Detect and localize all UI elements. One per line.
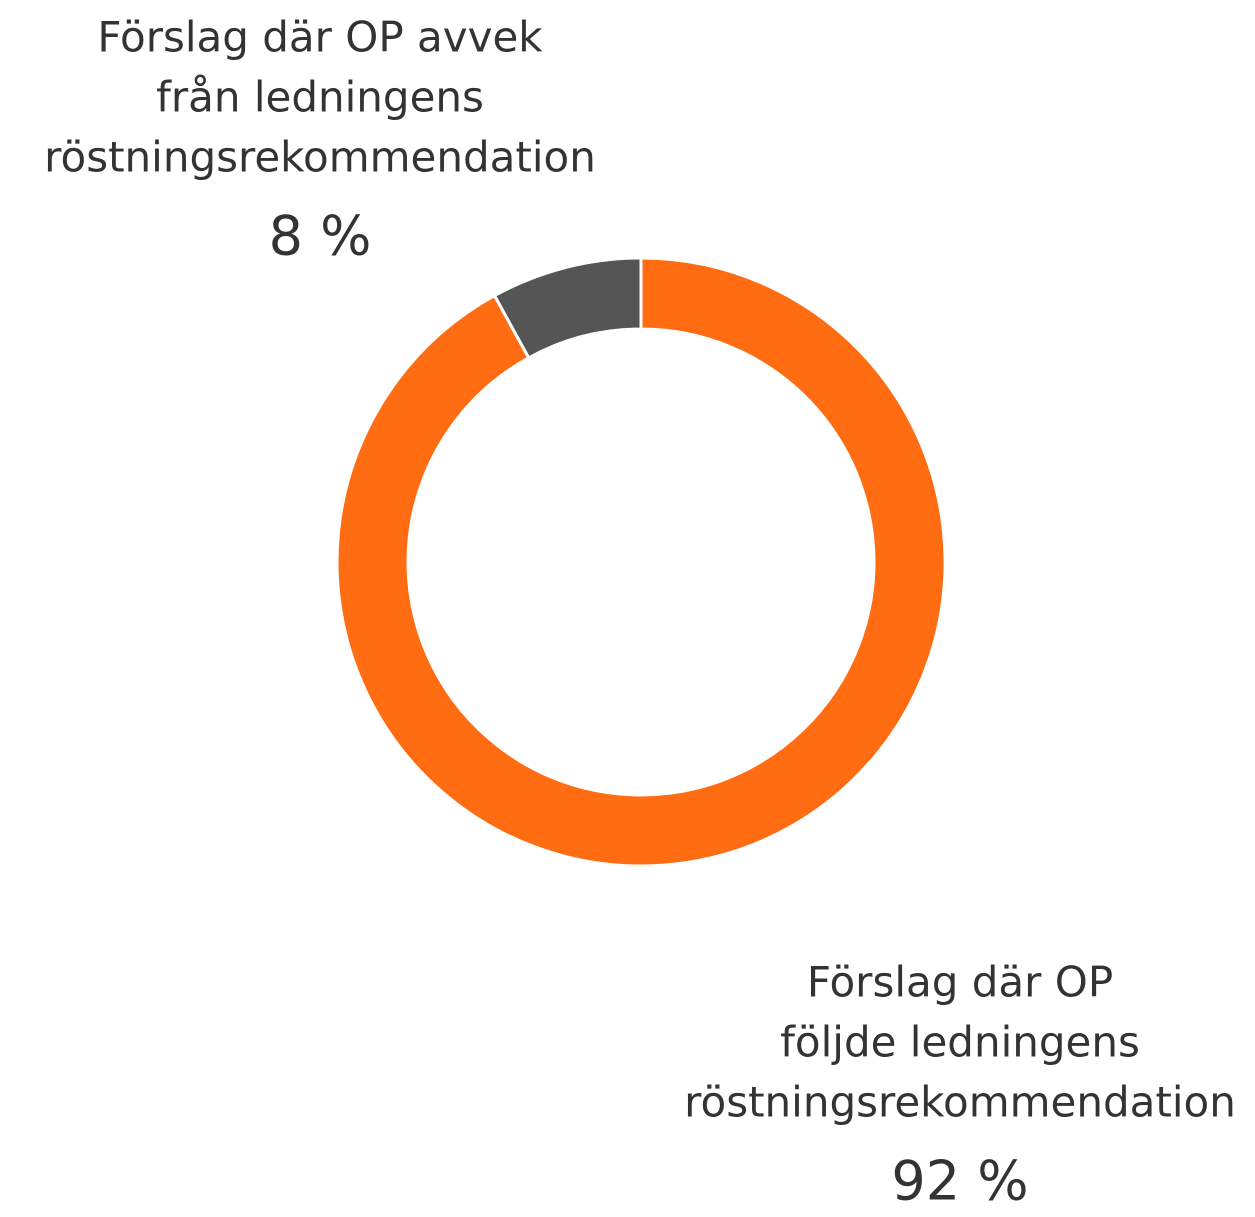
slice-label: Förslag där OP avvek bbox=[97, 13, 543, 62]
slice-label: följde ledningens bbox=[780, 1018, 1140, 1067]
slice-value-label: 8 % bbox=[269, 205, 372, 268]
slice-label: från ledningens bbox=[156, 73, 484, 122]
slice-label: röstningsrekommendation bbox=[684, 1078, 1236, 1127]
donut-slice bbox=[335, 256, 947, 868]
slice-value-label: 92 % bbox=[891, 1150, 1028, 1213]
slice-label: Förslag där OP bbox=[807, 958, 1113, 1007]
donut-slice bbox=[492, 256, 643, 360]
slice-label: röstningsrekommendation bbox=[44, 133, 596, 182]
